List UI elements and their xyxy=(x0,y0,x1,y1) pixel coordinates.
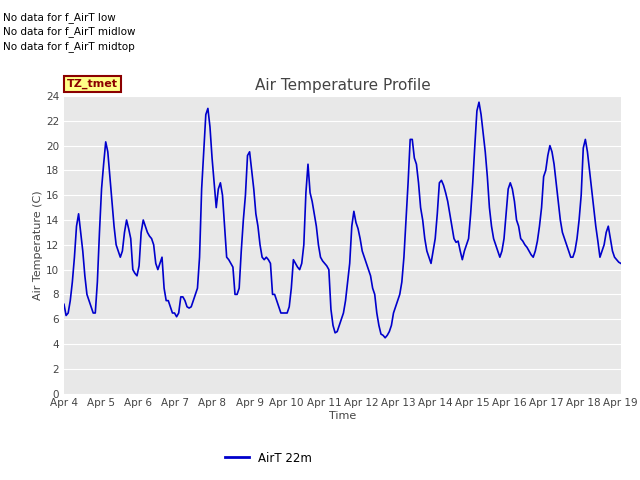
Text: No data for f_AirT low: No data for f_AirT low xyxy=(3,12,116,23)
X-axis label: Time: Time xyxy=(329,411,356,421)
Text: No data for f_AirT midlow: No data for f_AirT midlow xyxy=(3,26,136,37)
Y-axis label: Air Temperature (C): Air Temperature (C) xyxy=(33,190,43,300)
Title: Air Temperature Profile: Air Temperature Profile xyxy=(255,78,430,94)
Text: No data for f_AirT midtop: No data for f_AirT midtop xyxy=(3,41,135,52)
Legend: AirT 22m: AirT 22m xyxy=(221,447,317,469)
Text: TZ_tmet: TZ_tmet xyxy=(67,79,118,89)
